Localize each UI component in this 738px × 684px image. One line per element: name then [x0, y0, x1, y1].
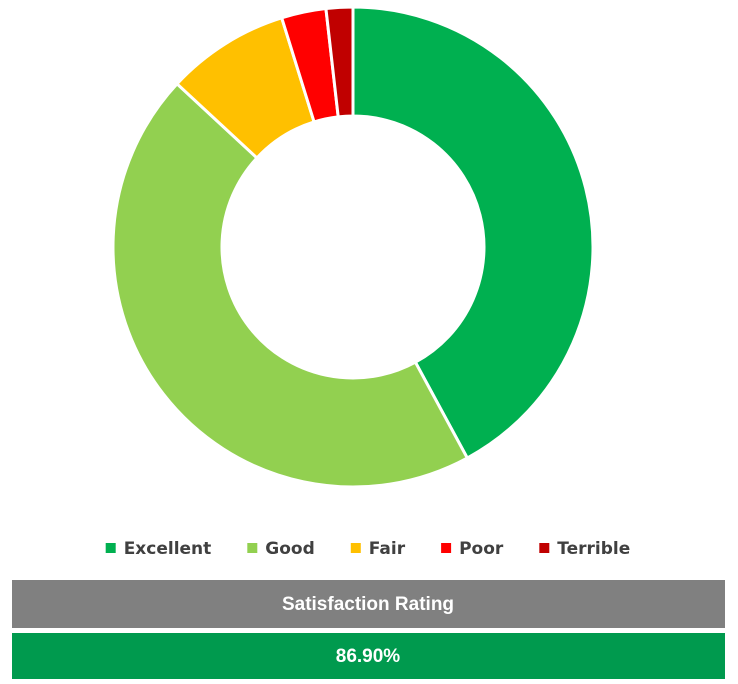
summary-value: 86.90% [336, 646, 401, 667]
legend-swatch [105, 543, 116, 553]
legend: Excellent Good Fair Poor Terrible [105, 539, 630, 559]
legend-label: Fair [369, 539, 406, 559]
donut-slice [324, 5, 355, 119]
legend-label: Poor [459, 539, 504, 559]
summary-value-box [12, 633, 725, 679]
donut-slice [111, 81, 470, 489]
legend-swatch [539, 543, 550, 553]
legend-swatch [441, 543, 452, 553]
legend-swatch [247, 543, 258, 553]
legend-swatch [350, 543, 361, 553]
summary-title: Satisfaction Rating [282, 594, 454, 615]
legend-label: Terrible [557, 539, 630, 559]
donut [111, 5, 595, 489]
summary-header [12, 580, 725, 628]
legend-label: Good [265, 539, 314, 559]
donut-slice [351, 5, 595, 461]
legend-label: Excellent [124, 539, 212, 559]
